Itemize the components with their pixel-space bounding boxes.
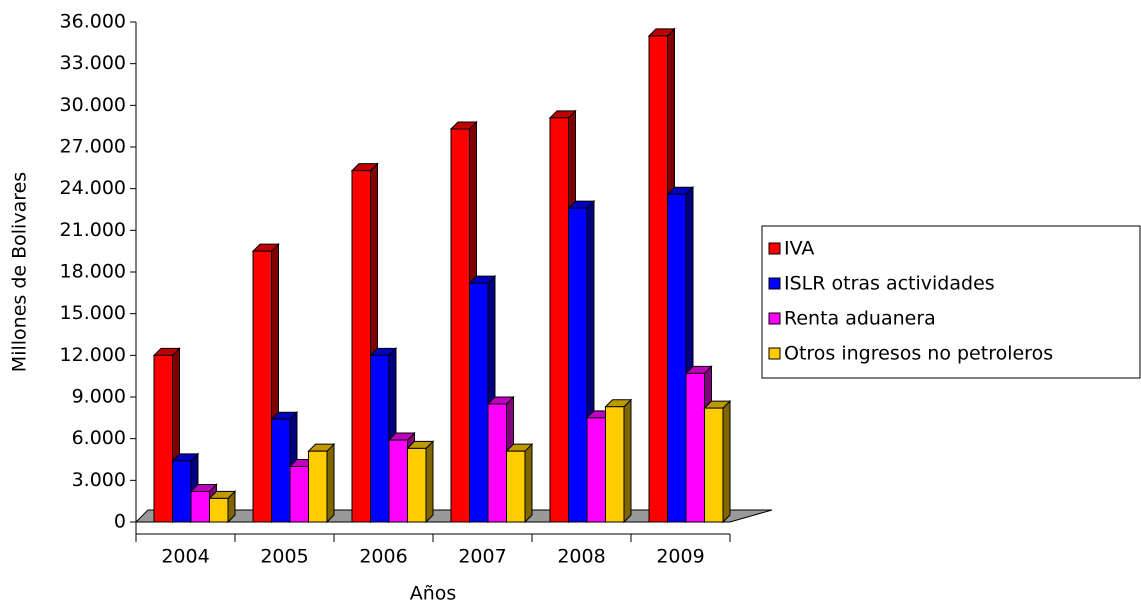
y-tick-label: 18.000 <box>60 261 126 283</box>
legend-swatch <box>768 277 781 290</box>
y-axis-title: Millones de Bolivares <box>9 172 31 372</box>
bar <box>604 398 633 524</box>
bar <box>307 442 336 524</box>
y-tick-label: 3.000 <box>72 469 126 491</box>
y-tick-label: 30.000 <box>60 94 126 116</box>
bar-face <box>425 440 434 524</box>
bar-face <box>351 170 371 523</box>
legend-label: ISLR otras actividades <box>784 273 995 295</box>
bar-face <box>172 460 192 523</box>
bar-face <box>326 442 335 524</box>
y-tick-label: 15.000 <box>60 302 126 324</box>
y-tick-label: 6.000 <box>72 427 126 449</box>
bar-face <box>605 406 625 523</box>
bar-face <box>623 398 632 524</box>
y-tick-label: 24.000 <box>60 177 126 199</box>
y-tick-label: 36.000 <box>60 11 126 33</box>
bar <box>208 490 237 524</box>
bar <box>369 347 398 524</box>
bar-face <box>722 399 731 524</box>
bar-face <box>524 442 533 524</box>
x-axis-title: Años <box>410 583 457 603</box>
y-tick-label: 21.000 <box>60 219 126 241</box>
bar-face <box>450 128 470 523</box>
bar-face <box>685 372 705 523</box>
y-tick-label: 27.000 <box>60 136 126 158</box>
legend-swatch <box>768 347 781 360</box>
bar-face <box>153 354 173 523</box>
bar <box>703 399 732 524</box>
bar-face <box>506 450 526 523</box>
bar-face <box>289 465 309 523</box>
bar-face <box>370 354 390 523</box>
legend-swatch <box>768 242 781 255</box>
x-tick-label: 2005 <box>260 546 308 568</box>
bar <box>505 442 534 524</box>
y-tick-label: 9.000 <box>72 386 126 408</box>
bar-face <box>648 35 668 523</box>
x-tick-label: 2007 <box>458 546 506 568</box>
bar-face <box>704 407 724 523</box>
x-tick-label: 2006 <box>359 546 407 568</box>
bar <box>406 440 435 524</box>
legend-label: Renta aduanera <box>784 308 936 330</box>
x-tick-label: 2008 <box>557 546 605 568</box>
y-tick-label: 33.000 <box>60 52 126 74</box>
legend-label: Otros ingresos no petroleros <box>784 343 1053 365</box>
legend-label: IVA <box>784 238 814 260</box>
bar-face <box>190 490 210 523</box>
legend <box>761 225 1141 379</box>
bar-face <box>487 403 507 523</box>
bar-face <box>252 250 272 523</box>
y-tick-label: 12.000 <box>60 344 126 366</box>
bar-face <box>568 207 588 523</box>
bar-face <box>209 497 229 523</box>
bar-face <box>469 282 489 523</box>
bar-face <box>388 439 408 523</box>
bar-face <box>549 117 569 523</box>
bar-face <box>271 418 291 523</box>
x-tick-label: 2009 <box>656 546 704 568</box>
bar-face <box>407 447 427 523</box>
legend-swatch <box>768 312 781 325</box>
bar-face <box>667 193 687 523</box>
x-tick-label: 2004 <box>161 546 209 568</box>
y-tick-label: 0 <box>114 511 126 533</box>
bar-face <box>308 450 328 523</box>
bar-face <box>586 417 606 523</box>
